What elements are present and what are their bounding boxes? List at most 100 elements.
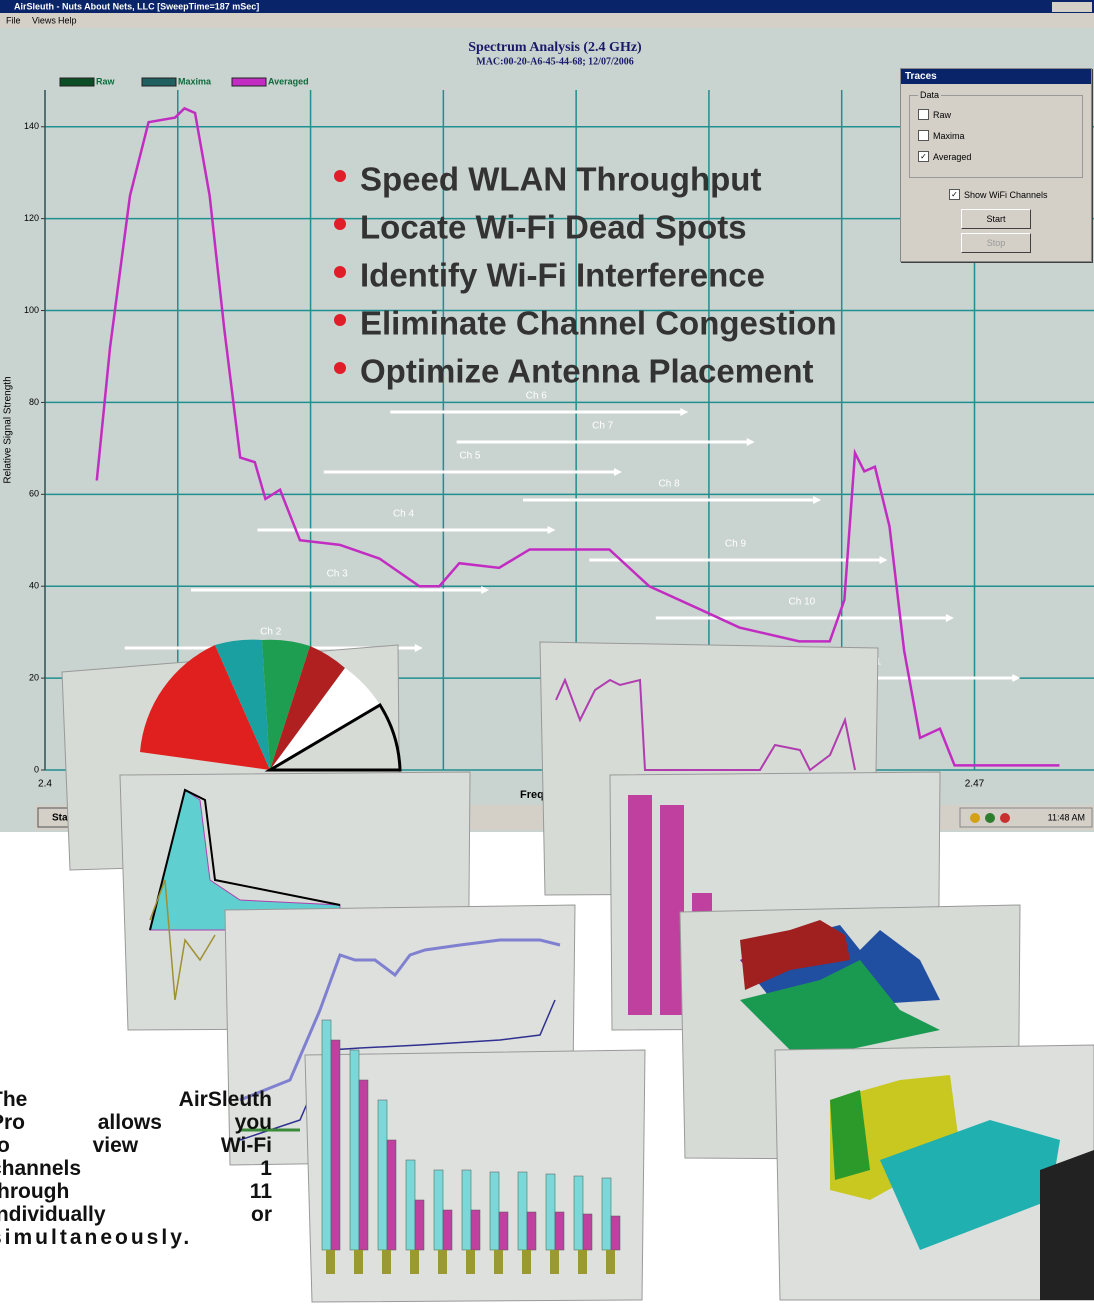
tray-icon: [1000, 813, 1010, 823]
channel-label: Ch 7: [592, 421, 614, 432]
thumb-3d: [679, 904, 1021, 1161]
thumb-bar: [410, 1250, 419, 1274]
thumb-bar: [358, 1079, 369, 1251]
checkbox[interactable]: ✓: [918, 151, 929, 162]
y-tick-label: 60: [29, 489, 39, 499]
thumb-bar: [582, 1213, 593, 1251]
bullet-text: Locate Wi-Fi Dead Spots: [360, 209, 747, 246]
thumb-bar: [545, 1173, 556, 1251]
thumb-bar: [433, 1169, 444, 1251]
bullet-text: Speed WLAN Throughput: [360, 161, 761, 198]
caption-line: through 11: [0, 1180, 272, 1203]
tray-icon: [985, 813, 995, 823]
caption-line: to view Wi-Fi: [0, 1134, 272, 1157]
y-axis-label: Relative Signal Strength: [3, 376, 14, 483]
chart-subtitle: MAC:00-20-A6-45-44-68; 12/07/2006: [476, 56, 633, 67]
legend-label: Raw: [96, 76, 116, 86]
channel-arrow: [613, 468, 622, 476]
x-tick-label: 2.4: [38, 779, 52, 790]
window-controls[interactable]: [1052, 2, 1092, 12]
channel-arrow: [945, 614, 954, 622]
thumb-bar: [438, 1250, 447, 1274]
channel-arrow: [813, 496, 822, 504]
channel-label: Ch 6: [526, 391, 548, 402]
thumb-bar: [494, 1250, 503, 1274]
show-channels[interactable]: ✓ Show WiFi Channels: [949, 184, 1091, 205]
legend-swatch: [59, 77, 95, 87]
thumb-bar: [610, 1215, 621, 1251]
traces-dialog: Traces Data Raw Maxima ✓ Averaged ✓ Show Wi…: [900, 68, 1092, 262]
channel-arrow: [879, 556, 888, 564]
channel-label: Ch 4: [393, 509, 415, 520]
y-tick-label: 100: [24, 305, 39, 315]
title-bar: [0, 0, 1094, 13]
option-row[interactable]: Maxima: [918, 125, 1074, 146]
y-tick-label: 20: [29, 672, 39, 682]
checkbox-label: Averaged: [933, 151, 972, 162]
button[interactable]: Start: [961, 209, 1031, 229]
channel-arrow: [481, 586, 490, 594]
thumb-3d-bars: [774, 1044, 1094, 1301]
channel-label: Ch 3: [327, 569, 349, 580]
channel-arrow: [547, 526, 556, 534]
trace-line: [95, 106, 1060, 767]
menu-item[interactable]: Views: [32, 15, 56, 25]
bullet-dot: [334, 314, 346, 326]
caption-line: Pro allows you: [0, 1111, 272, 1134]
checkbox-label: Show WiFi Channels: [964, 189, 1048, 200]
menu-item[interactable]: File: [6, 15, 21, 25]
channel-label: Ch 8: [659, 479, 681, 490]
bullet-text: Optimize Antenna Placement: [360, 353, 814, 390]
bullet-dot: [334, 362, 346, 374]
option-row[interactable]: Raw: [918, 104, 1074, 125]
tray-icon: [970, 813, 980, 823]
caption-line: individually or: [0, 1203, 272, 1226]
thumb-bar: [330, 1039, 341, 1251]
thumb-bar: [489, 1171, 500, 1251]
thumb-bar: [498, 1211, 509, 1251]
thumb-bar: [517, 1171, 528, 1251]
thumb-grouped-bars: [304, 1019, 646, 1303]
thumb-bar: [470, 1209, 481, 1251]
data-group: Data Raw Maxima ✓ Averaged: [909, 90, 1083, 178]
channel-label: Ch 5: [459, 451, 481, 462]
channel-label: Ch 9: [725, 539, 747, 550]
legend-label: Maxima: [178, 76, 212, 86]
channel-arrow: [746, 438, 755, 446]
menu-bar: [0, 13, 1094, 28]
thumb-bar: [573, 1175, 584, 1251]
caption-line: The AirSleuth: [0, 1088, 272, 1111]
caption-line: channels 1: [0, 1157, 272, 1180]
thumb-bar: [354, 1250, 363, 1274]
y-tick-label: 80: [29, 397, 39, 407]
start-label: Start: [52, 813, 75, 824]
checkbox-label: Raw: [933, 109, 952, 120]
checkbox-label: Maxima: [933, 130, 965, 141]
thumb-bar: [377, 1099, 388, 1251]
channel-label: Ch 2: [260, 627, 282, 638]
menu-item[interactable]: Help: [58, 15, 77, 25]
clock: 11:48 AM: [1048, 812, 1085, 822]
thumb-bar: [550, 1250, 559, 1274]
y-tick-label: 40: [29, 581, 39, 591]
thumb-bar: [386, 1139, 397, 1251]
thumb-bar: [606, 1250, 615, 1274]
button: Stop: [961, 233, 1031, 253]
channel-arrow: [680, 408, 689, 416]
checkbox[interactable]: [918, 109, 929, 120]
checkbox[interactable]: ✓: [949, 189, 960, 200]
thumb-bar: [321, 1019, 332, 1251]
channel-arrow: [414, 644, 423, 652]
option-row[interactable]: ✓ Averaged: [918, 146, 1074, 167]
thumb-bar: [522, 1250, 531, 1274]
channel-label: Ch 10: [789, 597, 816, 608]
bullet-text: Identify Wi-Fi Interference: [360, 257, 765, 294]
group-label: Data: [920, 90, 940, 100]
checkbox[interactable]: [918, 130, 929, 141]
x-tick-label: 2.47: [965, 779, 985, 790]
thumb-bar: [466, 1250, 475, 1274]
thumb-bar: [554, 1211, 565, 1251]
thumb-bar: [382, 1250, 391, 1274]
legend-label: Averaged: [268, 76, 309, 86]
